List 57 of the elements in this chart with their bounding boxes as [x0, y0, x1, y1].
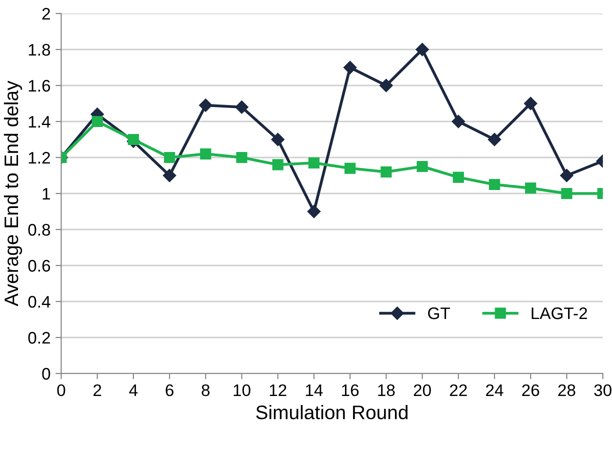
x-tick-label: 8	[202, 384, 210, 396]
point	[128, 134, 139, 146]
point	[380, 166, 392, 178]
point	[416, 160, 428, 172]
point	[452, 172, 464, 183]
x-tick-label: 12	[270, 384, 286, 396]
y-tick-label: 1.4	[28, 116, 50, 128]
y-tick-label: 2	[42, 8, 50, 20]
x-tick-label: 24	[486, 384, 504, 396]
point	[236, 152, 248, 164]
point	[307, 204, 321, 218]
point	[380, 78, 393, 92]
x-tick-label: 30	[594, 384, 612, 396]
point	[560, 168, 574, 182]
point	[200, 148, 212, 160]
x-tick-label: 0	[57, 384, 66, 396]
y-tick-label: 0.4	[28, 296, 50, 308]
legend-label: GT	[428, 307, 450, 320]
y-tick-label: 0	[42, 368, 50, 380]
y-axis-title: Average End to End delay	[4, 80, 22, 306]
x-tick-label: 28	[558, 384, 576, 396]
point	[524, 96, 538, 110]
point	[164, 152, 176, 164]
x-tick-label: 2	[94, 384, 102, 396]
x-tick-label: 26	[522, 384, 540, 396]
point	[308, 157, 320, 168]
point	[561, 188, 572, 200]
x-tick-label: 4	[129, 384, 138, 396]
x-tick-label: 16	[342, 384, 359, 396]
point	[416, 42, 429, 56]
x-tick-label: 14	[306, 384, 323, 396]
point	[343, 60, 357, 74]
point	[488, 178, 500, 190]
x-tick-label: 22	[450, 384, 467, 396]
point	[525, 182, 536, 194]
point	[488, 132, 502, 146]
x-tick-label: 18	[378, 384, 395, 396]
y-tick-label: 1.2	[28, 152, 50, 164]
point	[344, 162, 356, 174]
x-axis-title: Simulation Round	[256, 405, 408, 420]
point	[162, 168, 176, 182]
y-tick-label: 0.8	[28, 224, 50, 236]
point	[92, 116, 103, 128]
x-tick-label: 20	[414, 384, 431, 396]
point	[452, 114, 465, 128]
y-tick-label: 1.6	[28, 80, 50, 92]
y-tick-label: 0.6	[28, 260, 50, 272]
point	[271, 132, 284, 146]
point	[199, 98, 212, 112]
x-tick-label: 6	[166, 384, 174, 396]
x-tick-label: 10	[234, 384, 250, 396]
y-tick-label: 1	[42, 188, 50, 200]
y-tick-label: 1.8	[28, 44, 50, 56]
y-tick-label: 0.2	[28, 332, 50, 344]
legend-label: LAGT-2	[532, 307, 587, 320]
point	[235, 100, 248, 114]
point	[272, 159, 284, 170]
